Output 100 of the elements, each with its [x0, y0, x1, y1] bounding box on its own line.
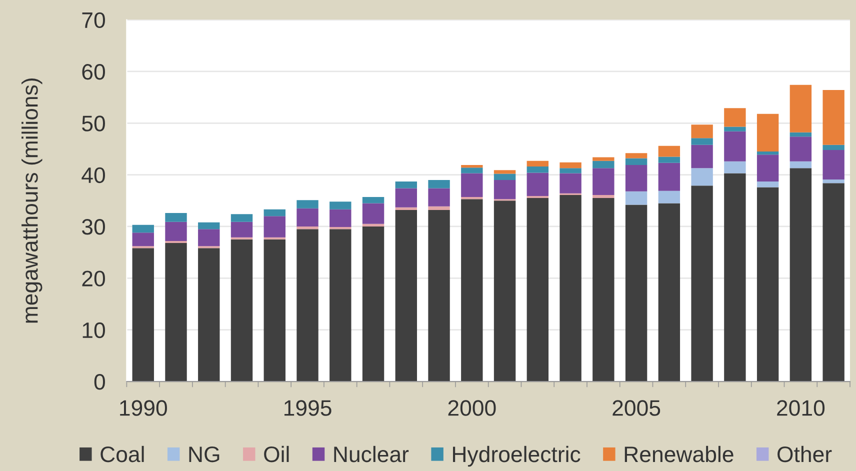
bar [362, 203, 384, 224]
bar [428, 210, 450, 382]
bar [756, 114, 779, 152]
y-tick-label: 70 [82, 12, 105, 28]
bar [658, 146, 680, 157]
y-tick-label: 50 [82, 116, 105, 132]
bar [756, 182, 779, 188]
bar [264, 209, 286, 216]
bar [198, 248, 220, 382]
y-tick-label: 10 [82, 322, 105, 338]
bar [296, 229, 318, 382]
bar [790, 161, 812, 168]
bar [691, 138, 713, 145]
bar [428, 206, 450, 210]
bar [822, 183, 844, 382]
bar [428, 188, 450, 206]
bar [395, 188, 417, 208]
bar [494, 174, 516, 180]
bar [756, 187, 779, 382]
bar [526, 196, 549, 198]
bar [230, 239, 253, 382]
bar [362, 197, 384, 204]
x-tick-label: 1990 [120, 400, 167, 416]
bar [658, 156, 680, 163]
bar [724, 161, 746, 174]
bar [461, 173, 483, 198]
bar [132, 232, 154, 246]
bar [790, 84, 812, 132]
bar [494, 170, 516, 174]
bar [691, 186, 713, 382]
bar [592, 160, 614, 168]
bar [625, 191, 648, 205]
bar [132, 248, 154, 382]
bar [724, 131, 746, 162]
bar [691, 124, 713, 138]
bar [230, 222, 253, 238]
legend-label: Other [778, 446, 832, 462]
bar [526, 160, 549, 167]
bar [625, 158, 648, 165]
legend-label: Oil [264, 446, 289, 462]
bar [592, 168, 614, 195]
bar [395, 207, 417, 210]
bar [790, 136, 812, 162]
y-tick-label: 0 [94, 374, 105, 390]
bar [560, 194, 582, 382]
bar [264, 216, 286, 238]
bar [461, 168, 483, 174]
bar [461, 164, 483, 168]
bar [330, 202, 352, 210]
bar [395, 182, 417, 188]
bar [165, 243, 187, 382]
bar [560, 168, 582, 174]
bar [494, 180, 516, 200]
legend-label: Coal [100, 446, 144, 462]
legend-label: Hydroelectric [453, 446, 580, 467]
bar [625, 153, 648, 158]
bar [592, 157, 614, 161]
bar [822, 150, 844, 180]
bar [494, 200, 516, 382]
legend-label: NG [189, 446, 220, 462]
legend-label: Renewable [624, 446, 734, 462]
bar [362, 226, 384, 382]
bar [724, 126, 746, 132]
bar [330, 209, 352, 227]
bar [822, 144, 844, 150]
bar [822, 90, 844, 145]
y-tick-label: 60 [82, 64, 105, 80]
bar [592, 194, 614, 198]
bar [330, 229, 352, 382]
bar [658, 190, 680, 204]
bar [461, 199, 483, 382]
bar [296, 226, 318, 230]
bar [296, 208, 318, 226]
bar [691, 144, 713, 168]
bar [658, 162, 680, 191]
y-axis-title: megawatthours (millions) [22, 78, 42, 323]
bar [165, 213, 187, 222]
bar [592, 198, 614, 382]
bar [526, 166, 549, 173]
bar [790, 132, 812, 137]
bar [756, 154, 779, 182]
x-tick-label: 1995 [284, 400, 332, 416]
x-tick-label: 2005 [612, 400, 660, 416]
bar [230, 214, 253, 222]
bar [526, 198, 549, 382]
x-tick-label: 2000 [448, 400, 496, 416]
bar [395, 210, 417, 382]
y-tick-label: 20 [82, 270, 105, 286]
x-tick-label: 2010 [777, 400, 825, 416]
bar [625, 164, 648, 192]
bar [658, 203, 680, 382]
bar [165, 240, 187, 244]
bar [724, 108, 746, 127]
bar [822, 179, 844, 184]
bar [362, 224, 384, 226]
bar [526, 172, 549, 196]
y-tick-label: 40 [82, 167, 105, 184]
bar [560, 173, 582, 194]
bar [428, 180, 450, 188]
bar [132, 224, 154, 233]
